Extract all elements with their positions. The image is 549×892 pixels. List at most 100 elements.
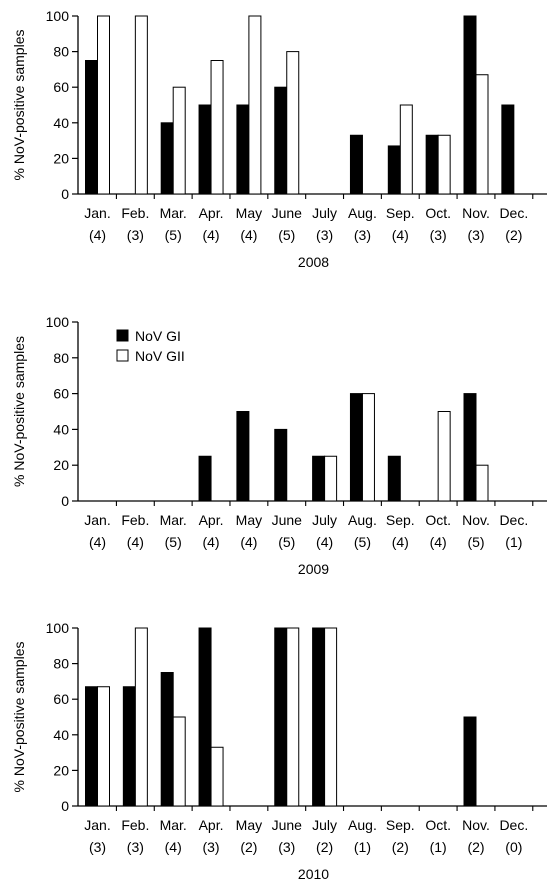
legend: NoV GI NoV GII xyxy=(116,328,185,364)
x-tick-label: Oct. xyxy=(425,205,451,221)
x-tick-count-label: (1) xyxy=(354,839,371,855)
x-tick-label: July xyxy=(312,817,337,833)
bar-nov-gi-sep xyxy=(387,145,401,195)
bar-nov-gi-nov xyxy=(463,393,477,502)
bar-nov-gi-nov xyxy=(463,716,477,807)
y-axis-label: % NoV-positive samples xyxy=(11,642,27,793)
bar-nov-gi-jan xyxy=(85,60,98,195)
legend-label: NoV GI xyxy=(135,328,181,344)
bar-nov-gii-mar xyxy=(172,86,186,195)
bar-nov-gi-apr xyxy=(198,627,212,807)
y-tick-label: 0 xyxy=(61,186,69,202)
x-tick-label: Nov. xyxy=(462,512,490,528)
y-tick-label: 20 xyxy=(53,150,69,166)
bar-nov-gii-aug xyxy=(361,393,375,502)
y-tick-label: 40 xyxy=(53,115,69,131)
x-tick-count-label: (2) xyxy=(392,839,409,855)
x-tick-label: June xyxy=(272,512,303,528)
bar-nov-gii-july xyxy=(324,455,338,502)
x-tick-count-label: (5) xyxy=(278,534,295,550)
y-tick-label: 100 xyxy=(46,620,70,636)
chart-panel-2008: 0 20 40 60 80 100 % NoV-positive samples Jan. (4… xyxy=(11,8,547,270)
x-tick-label: Oct. xyxy=(425,817,451,833)
legend-label: NoV GII xyxy=(135,348,185,364)
y-tick-label: 60 xyxy=(53,386,69,402)
x-tick-label: June xyxy=(272,205,303,221)
x-tick-label: Apr. xyxy=(199,817,224,833)
y-tick-label: 100 xyxy=(46,8,70,24)
y-tick-label: 0 xyxy=(61,493,69,509)
bar-nov-gi-june xyxy=(274,86,288,195)
x-tick-count-label: (5) xyxy=(165,534,182,550)
bar-nov-gi-may xyxy=(236,104,250,195)
x-tick-count-label: (3) xyxy=(127,839,144,855)
legend-swatch-nov-gi xyxy=(116,329,129,342)
y-tick-label: 20 xyxy=(53,762,69,778)
x-tick-count-label: (3) xyxy=(430,227,447,243)
bar-nov-gii-june xyxy=(286,627,300,807)
x-tick-count-label: (1) xyxy=(430,839,447,855)
x-tick-label: Aug. xyxy=(348,817,377,833)
x-tick-count-label: (4) xyxy=(89,227,106,243)
x-tick-label: May xyxy=(236,817,262,833)
chart-panel-2009: 0 20 40 60 80 100 % NoV-positive samples Jan. (4… xyxy=(11,314,547,577)
bar-nov-gi-jan xyxy=(85,686,98,807)
x-tick-label: Feb. xyxy=(121,817,149,833)
bar-nov-gi-june xyxy=(274,428,288,502)
x-tick-label: Sep. xyxy=(386,205,415,221)
x-tick-count-label: (4) xyxy=(89,534,106,550)
bar-nov-gii-mar xyxy=(172,716,186,807)
bar-nov-gii-june xyxy=(286,51,300,195)
x-tick-count-label: (4) xyxy=(127,534,144,550)
x-tick-count-label: (5) xyxy=(278,227,295,243)
bar-nov-gi-sep xyxy=(387,455,401,502)
x-tick-count-label: (4) xyxy=(202,227,219,243)
x-tick-count-label: (4) xyxy=(165,839,182,855)
x-tick-label: May xyxy=(236,205,262,221)
y-tick-label: 80 xyxy=(53,44,69,60)
x-tick-label: Dec. xyxy=(499,205,528,221)
bar-nov-gi-apr xyxy=(198,455,212,502)
x-axis-label: 2009 xyxy=(298,561,329,577)
y-tick-label: 60 xyxy=(53,691,69,707)
x-tick-count-label: (3) xyxy=(278,839,295,855)
bar-nov-gii-oct xyxy=(437,411,451,502)
bar-nov-gii-apr xyxy=(210,746,224,807)
bar-nov-gii-nov xyxy=(475,74,489,195)
x-tick-label: Aug. xyxy=(348,512,377,528)
y-tick-label: 20 xyxy=(53,457,69,473)
x-tick-count-label: (5) xyxy=(354,534,371,550)
x-tick-count-label: (4) xyxy=(392,534,409,550)
x-tick-label: Aug. xyxy=(348,205,377,221)
x-tick-count-label: (2) xyxy=(316,839,333,855)
x-tick-count-label: (2) xyxy=(240,839,257,855)
y-tick-label: 80 xyxy=(53,656,69,672)
bar-nov-gii-nov xyxy=(475,464,489,502)
y-axis-label: % NoV-positive samples xyxy=(11,336,27,487)
y-axis-label: % NoV-positive samples xyxy=(11,30,27,181)
bar-nov-gi-may xyxy=(236,411,250,502)
x-tick-label: Jan. xyxy=(84,512,110,528)
x-tick-label: Mar. xyxy=(160,512,187,528)
y-tick-label: 0 xyxy=(61,798,69,814)
bar-nov-gi-june xyxy=(274,627,288,807)
x-tick-count-label: (4) xyxy=(392,227,409,243)
y-tick-label: 40 xyxy=(53,727,69,743)
y-tick-label: 40 xyxy=(53,421,69,437)
x-axis-label: 2008 xyxy=(298,254,329,270)
x-tick-label: Nov. xyxy=(462,817,490,833)
x-tick-count-label: (2) xyxy=(505,227,522,243)
bar-nov-gi-aug xyxy=(349,393,363,502)
x-tick-count-label: (4) xyxy=(316,534,333,550)
x-tick-label: Mar. xyxy=(160,205,187,221)
x-tick-label: Feb. xyxy=(121,512,149,528)
x-tick-label: July xyxy=(312,512,337,528)
y-tick-label: 100 xyxy=(46,314,70,330)
x-tick-label: Jan. xyxy=(84,817,110,833)
x-tick-count-label: (4) xyxy=(240,227,257,243)
x-tick-count-label: (3) xyxy=(354,227,371,243)
chart-panel-2010: 0 20 40 60 80 100 % NoV-positive samples Jan. (3… xyxy=(11,620,547,882)
bar-nov-gii-feb xyxy=(134,627,148,807)
x-axis-label: 2010 xyxy=(298,866,329,882)
